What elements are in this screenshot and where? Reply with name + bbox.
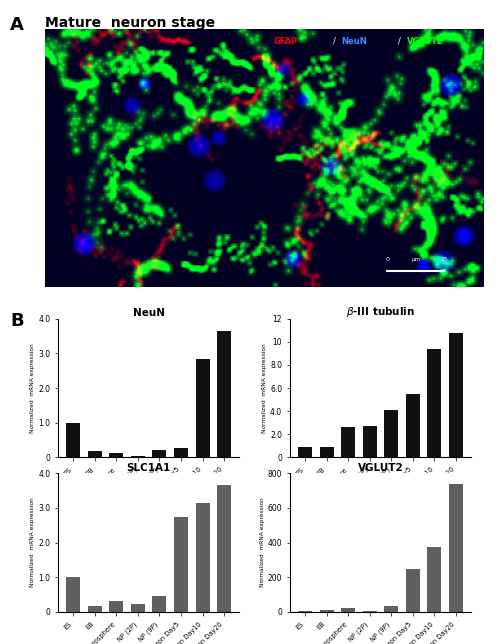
Bar <box>384 606 398 612</box>
Y-axis label: Normalized  mRNA expression: Normalized mRNA expression <box>262 343 267 433</box>
Bar <box>152 596 166 612</box>
Bar <box>217 486 231 612</box>
Text: 0: 0 <box>386 257 389 262</box>
Bar <box>449 484 463 612</box>
Title: VGLUT2: VGLUT2 <box>358 462 403 473</box>
Y-axis label: Normalized  mRNA expression: Normalized mRNA expression <box>30 498 35 587</box>
Bar <box>131 456 145 457</box>
Text: μm: μm <box>411 257 420 262</box>
Bar <box>217 331 231 457</box>
Bar <box>66 422 80 457</box>
Bar <box>341 609 355 612</box>
Title: SLC1A1: SLC1A1 <box>127 462 171 473</box>
Text: B: B <box>10 312 24 330</box>
Y-axis label: Normalized  mRNA expression: Normalized mRNA expression <box>30 343 35 433</box>
Bar <box>427 547 442 612</box>
Bar <box>174 516 188 612</box>
Bar <box>320 610 334 612</box>
Bar <box>152 450 166 457</box>
Bar <box>298 447 312 457</box>
Title: NeuN: NeuN <box>133 308 165 318</box>
Y-axis label: Normalized  mRNA expression: Normalized mRNA expression <box>260 498 265 587</box>
Bar <box>88 451 102 457</box>
Bar <box>109 601 123 612</box>
Bar <box>449 332 463 457</box>
Bar <box>174 448 188 457</box>
Bar <box>406 393 420 457</box>
Text: 75: 75 <box>440 257 449 262</box>
Text: Mature  neuron stage: Mature neuron stage <box>45 16 216 30</box>
Bar <box>384 410 398 457</box>
Bar <box>427 349 442 457</box>
Bar <box>196 503 210 612</box>
Bar <box>320 448 334 457</box>
Text: /: / <box>398 37 401 46</box>
Title: $\beta$-III tubulin: $\beta$-III tubulin <box>346 305 415 319</box>
Bar <box>196 359 210 457</box>
Text: NeuN: NeuN <box>341 37 367 46</box>
Bar <box>131 604 145 612</box>
Bar <box>406 569 420 612</box>
Bar <box>363 611 377 612</box>
Text: VGLUT2: VGLUT2 <box>407 37 444 46</box>
Bar <box>88 605 102 612</box>
Bar <box>109 453 123 457</box>
Bar <box>363 426 377 457</box>
Bar <box>298 611 312 612</box>
Bar <box>66 577 80 612</box>
Text: A: A <box>10 16 24 34</box>
Text: GFAP: GFAP <box>273 37 297 46</box>
Bar <box>341 427 355 457</box>
Text: /: / <box>333 37 336 46</box>
